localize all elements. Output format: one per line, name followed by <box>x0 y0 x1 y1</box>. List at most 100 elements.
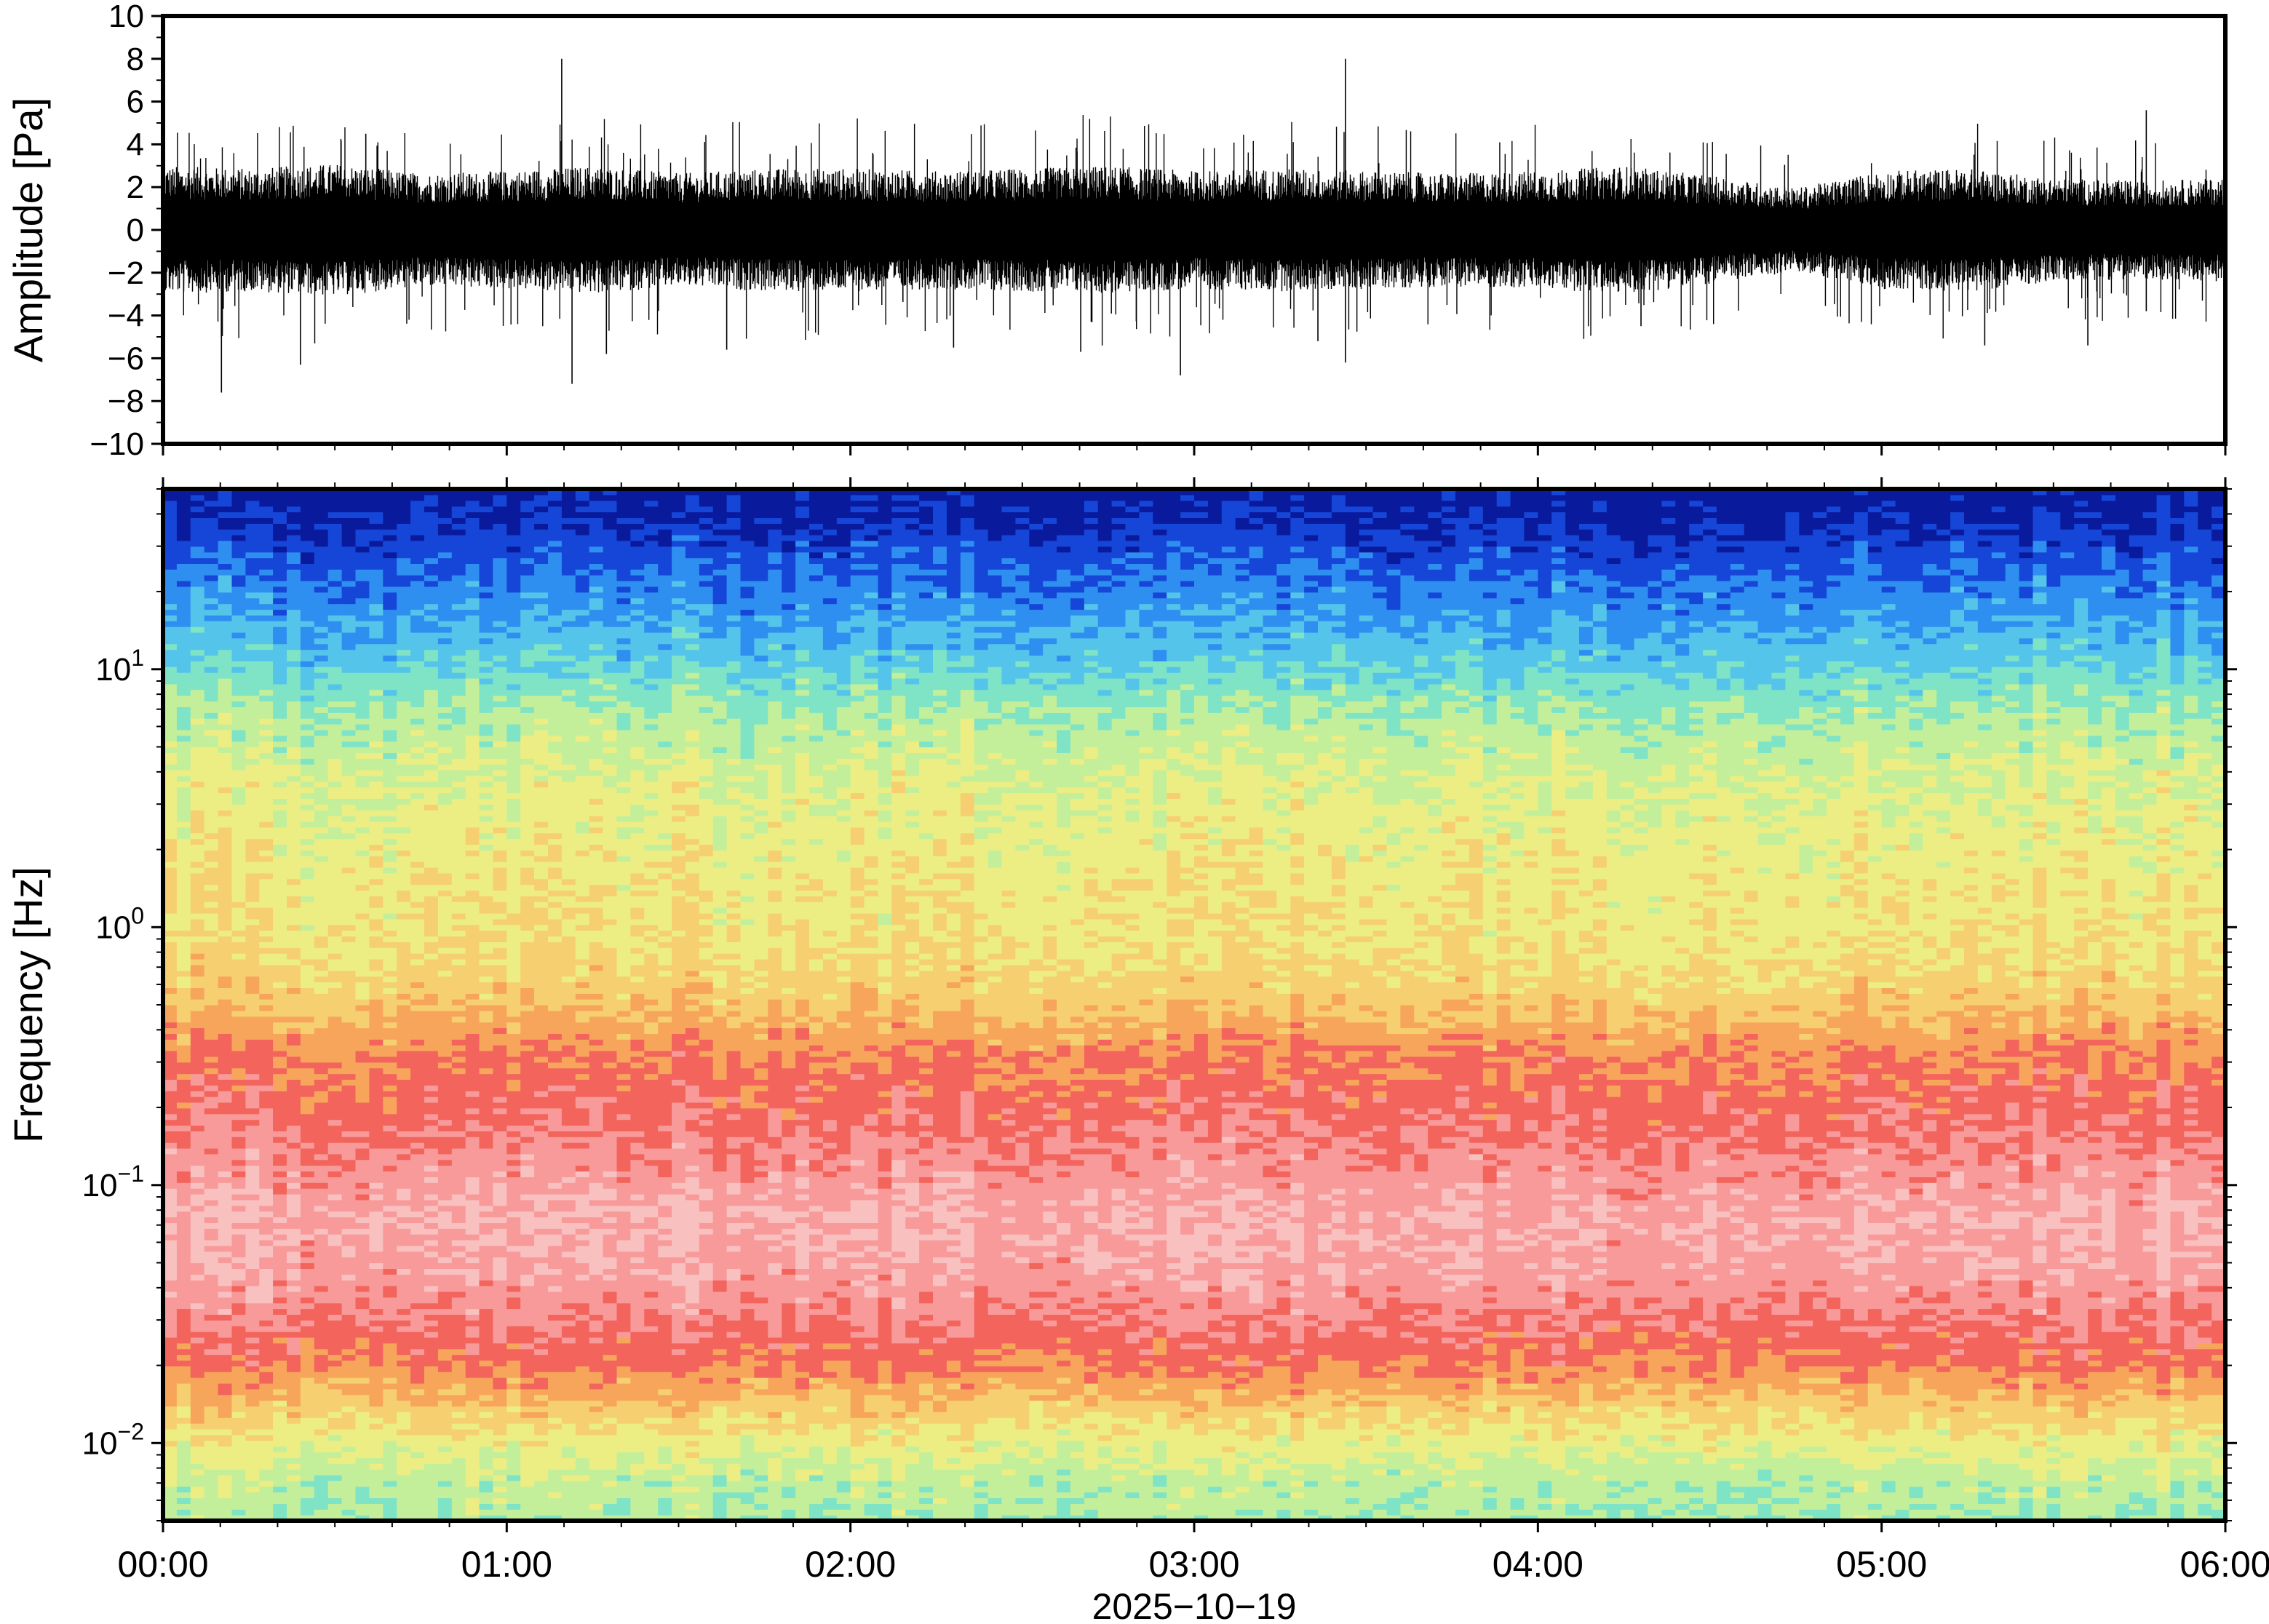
spectrogram-cell <box>287 695 301 702</box>
spectrogram-cell <box>259 1085 274 1091</box>
spectrogram-cell <box>176 907 191 914</box>
spectrogram-cell <box>327 632 343 639</box>
spectrogram-cell <box>479 890 493 896</box>
spectrogram-cell <box>204 489 219 495</box>
spectrogram-cell <box>287 1085 301 1091</box>
spectrogram-cell <box>218 1486 233 1493</box>
spectrogram-cell <box>300 764 315 771</box>
spectrogram-cell <box>300 1182 315 1189</box>
spectrogram-cell <box>451 1480 466 1487</box>
spectrogram-cell <box>218 964 233 971</box>
spectrogram-cell <box>451 1337 466 1344</box>
spectrogram-cell <box>176 1147 191 1155</box>
spectrogram-cell <box>259 1142 274 1149</box>
spectrogram-cell <box>314 1388 329 1396</box>
spectrogram-cell <box>245 1274 260 1281</box>
spectrogram-cell <box>369 1354 384 1361</box>
spectrogram-cell <box>231 1016 246 1023</box>
spectrogram-cell <box>300 489 315 495</box>
spectrogram-cell <box>397 1102 411 1109</box>
spectrogram-cell <box>300 706 315 713</box>
spectrogram-cell <box>287 1515 301 1521</box>
spectrogram-cell <box>341 1486 357 1493</box>
spectrogram-cell <box>341 907 357 914</box>
spectrogram-cell <box>506 764 521 771</box>
spectrogram-cell <box>314 792 329 799</box>
spectrogram-cell <box>190 1366 205 1372</box>
spectrogram-cell <box>424 1251 439 1258</box>
spectrogram-cell <box>369 896 384 902</box>
spectrogram-cell <box>218 775 233 782</box>
spectrogram-cell <box>245 1159 260 1166</box>
spectrogram-cell <box>314 1332 329 1338</box>
spectrogram-cell <box>327 575 343 581</box>
spectrogram-cell <box>314 930 329 937</box>
spectrogram-cell <box>190 1497 205 1504</box>
spectrogram-cell <box>259 901 274 908</box>
spectrogram-cell <box>437 706 453 713</box>
spectrogram-cell <box>383 1234 397 1241</box>
spectrogram-cell <box>493 557 507 564</box>
spectrogram-cell <box>493 1131 507 1137</box>
spectrogram-cell <box>163 1291 178 1298</box>
spectrogram-cell <box>273 804 287 811</box>
spectrogram-cell <box>437 872 453 880</box>
spectrogram-cell <box>245 884 260 891</box>
spectrogram-cell <box>369 1372 384 1378</box>
spectrogram-cell <box>314 752 329 759</box>
spectrogram-cell <box>355 964 370 971</box>
spectrogram-cell <box>300 999 315 1006</box>
spectrogram-cell <box>300 701 315 707</box>
spectrogram-cell <box>314 1308 329 1315</box>
spectrogram-cell <box>300 936 315 942</box>
spectrogram-cell <box>410 1342 425 1350</box>
spectrogram-cell <box>465 1005 480 1011</box>
spectrogram-cell <box>451 512 466 518</box>
spectrogram-cell <box>287 529 301 536</box>
spectrogram-cell <box>259 1366 274 1372</box>
spectrogram-cell <box>424 1039 439 1046</box>
spectrogram-cell <box>383 1211 397 1218</box>
spectrogram-cell <box>176 1194 191 1201</box>
spectrogram-cell <box>451 1096 466 1103</box>
spectrogram-cell <box>369 832 384 840</box>
spectrogram-cell <box>176 1107 191 1115</box>
spectrogram-cell <box>245 1366 260 1372</box>
spectrogram-cell <box>479 655 493 661</box>
spectrogram-cell <box>176 563 191 570</box>
spectrogram-cell <box>163 1188 178 1195</box>
spectrogram-cell <box>341 1382 357 1390</box>
spectrogram-cell <box>506 729 521 736</box>
spectrogram-cell <box>355 1205 370 1212</box>
spectrogram-cell <box>218 1406 233 1412</box>
spectrogram-cell <box>231 712 246 719</box>
spectrogram-cell <box>314 552 329 559</box>
spectrogram-cell <box>479 804 493 811</box>
spectrogram-cell <box>300 1177 315 1183</box>
spectrogram-cell <box>355 1217 370 1223</box>
spectrogram-cell <box>465 1280 480 1286</box>
spectrogram-cell <box>231 930 246 937</box>
spectrogram-cell <box>451 1199 466 1206</box>
spectrogram-cell <box>231 1475 246 1481</box>
spectrogram-cell <box>424 1366 439 1372</box>
spectrogram-cell <box>259 896 274 902</box>
spectrogram-cell <box>231 1102 246 1109</box>
spectrogram-cell <box>355 792 370 799</box>
spectrogram-cell <box>300 987 315 994</box>
spectrogram-cell <box>300 678 315 685</box>
spectrogram-cell <box>273 575 287 581</box>
spectrogram-cell <box>424 804 439 811</box>
spectrogram-cell <box>341 581 357 587</box>
spectrogram-cell <box>465 816 480 822</box>
spectrogram-cell <box>190 586 205 593</box>
spectrogram-cell <box>218 918 233 926</box>
spectrogram-cell <box>300 993 315 1000</box>
spectrogram-cell <box>397 1027 411 1034</box>
spectrogram-cell <box>245 1377 260 1384</box>
spectrogram-cell <box>397 1475 411 1481</box>
spectrogram-cell <box>437 1440 453 1447</box>
spectrogram-cell <box>218 1245 233 1252</box>
spectrogram-cell <box>273 1217 287 1223</box>
spectrogram-cell <box>493 947 507 954</box>
